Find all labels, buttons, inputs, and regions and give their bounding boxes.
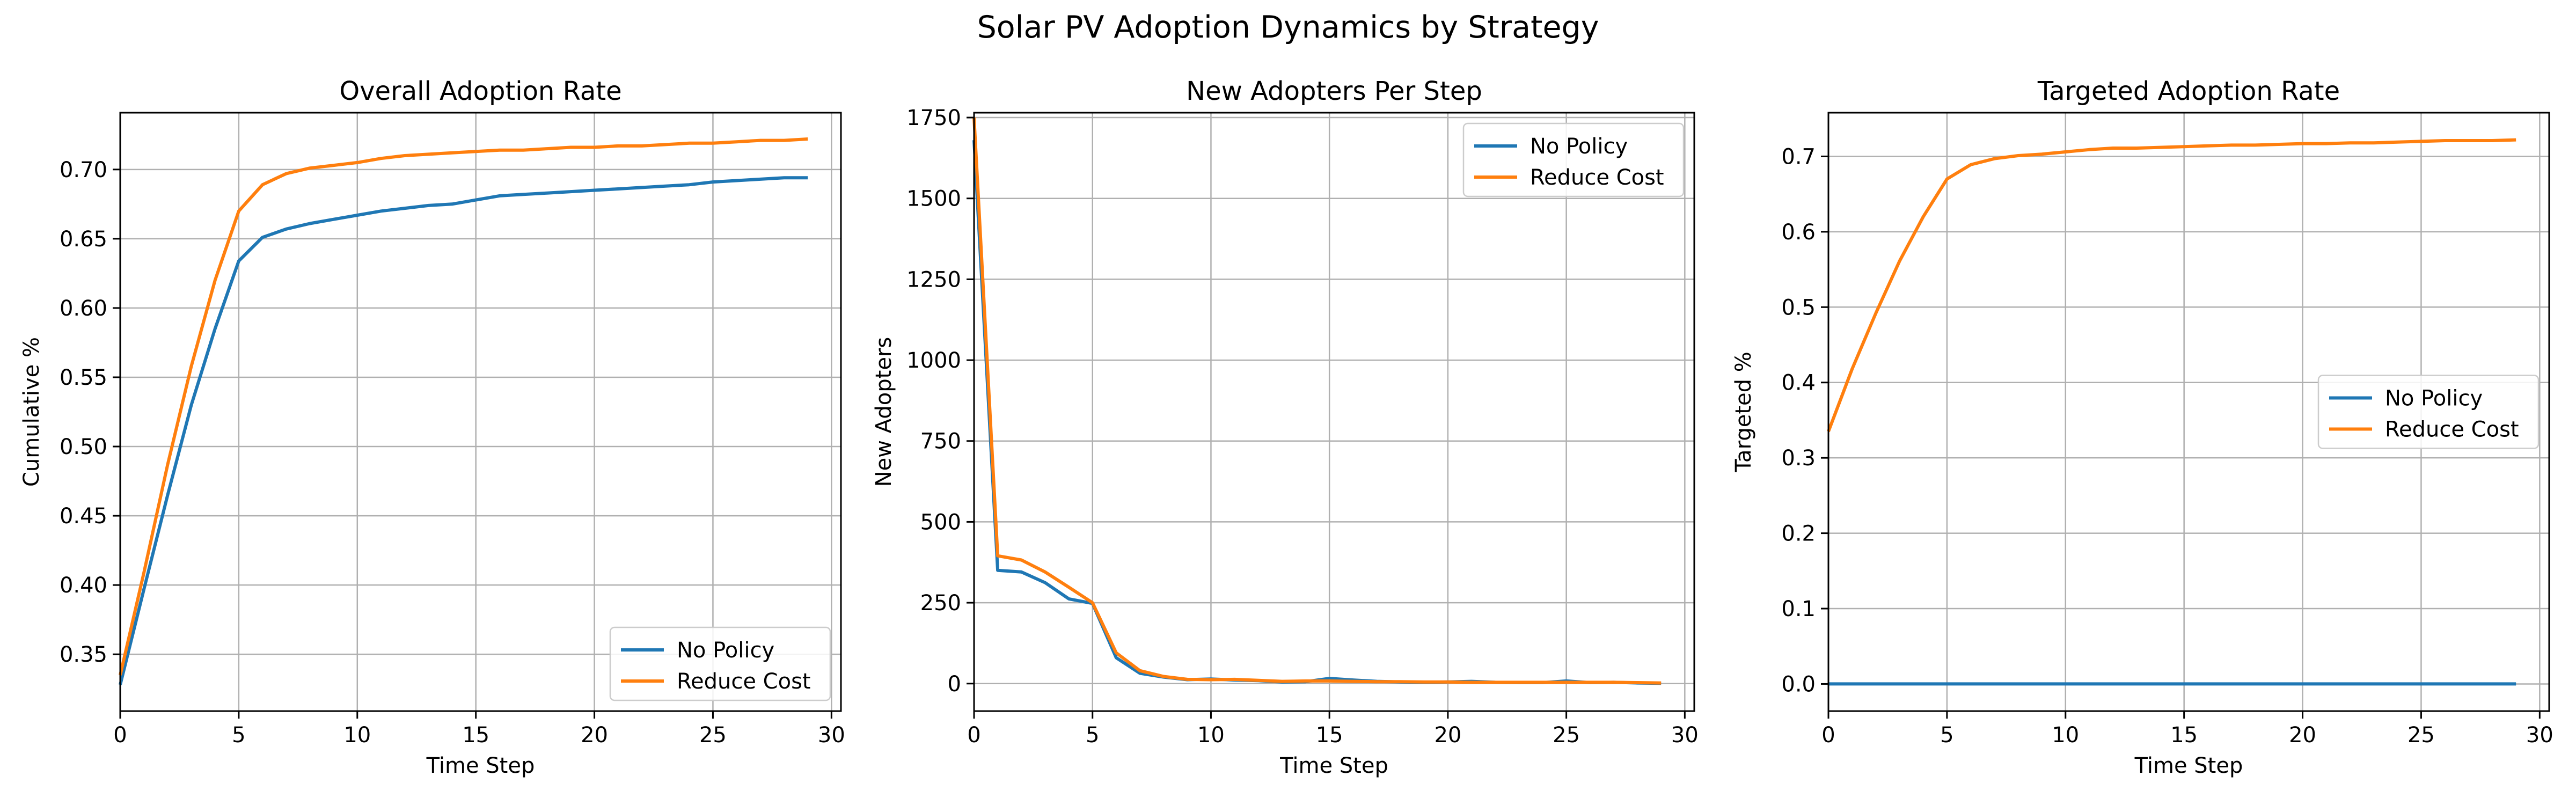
chart-1-xtick-label-2: 10 — [1197, 723, 1225, 748]
chart-2-ytick-label-1: 0.1 — [1781, 597, 1816, 621]
chart-0-ytick-label-7: 0.70 — [60, 158, 107, 182]
chart-2-title: Targeted Adoption Rate — [2037, 76, 2340, 106]
chart-1-legend: No Policy Reduce Cost — [1462, 122, 1685, 197]
panel-new-adopters-per-step: 0 5 10 15 20 25 30 0 250 500 750 1000 1250 1500 1750 Ne… — [872, 76, 1699, 778]
chart-2-legend: No Policy Reduce Cost — [2317, 375, 2540, 449]
chart-1-ytick-label-3: 750 — [920, 429, 961, 454]
chart-2-xtick-label-1: 5 — [1940, 723, 1953, 748]
chart-0-legend-label-1: Reduce Cost — [677, 669, 811, 694]
chart-1-ytick-label-4: 1000 — [906, 348, 961, 373]
chart-2-xtick-label-3: 15 — [2170, 723, 2198, 748]
chart-1-ytick-label-0: 0 — [948, 672, 961, 697]
chart-0-title: Overall Adoption Rate — [339, 76, 621, 106]
chart-2-ytick-label-6: 0.6 — [1781, 220, 1816, 245]
chart-0-legend: No Policy Reduce Cost — [609, 626, 831, 701]
chart-2-xtick-label-5: 25 — [2407, 723, 2435, 748]
chart-2-ytick-label-4: 0.4 — [1781, 371, 1816, 396]
chart-0-ytick-label-0: 0.35 — [60, 642, 107, 667]
chart-1-legend-label-0: No Policy — [1530, 134, 1628, 159]
chart-1-series-1-line — [972, 117, 1662, 685]
chart-1-xtick-label-1: 5 — [1086, 723, 1099, 748]
chart-2-xtick-label-6: 30 — [2526, 723, 2553, 748]
chart-1-axes-frame — [973, 112, 1695, 712]
chart-1-ytick-label-6: 1500 — [906, 187, 961, 211]
chart-2-legend-label-0: No Policy — [2385, 386, 2483, 411]
chart-0-xtick-label-3: 15 — [462, 723, 489, 748]
chart-2-ylabel: Targeted % — [1731, 352, 1756, 472]
chart-0-ytick-label-5: 0.60 — [60, 296, 107, 321]
chart-1-title: New Adopters Per Step — [1186, 76, 1482, 106]
figure-suptitle: Solar PV Adoption Dynamics by Strategy — [977, 10, 1599, 45]
chart-2-ytick-label-2: 0.2 — [1781, 522, 1816, 546]
chart-1-xtick-label-4: 20 — [1434, 723, 1461, 748]
chart-0-xtick-label-5: 25 — [699, 723, 727, 748]
chart-1-xtick-label-5: 25 — [1553, 723, 1580, 748]
chart-2-ytick-label-0: 0.0 — [1781, 672, 1816, 697]
panel-targeted-adoption-rate: 0 5 10 15 20 25 30 0.0 0.1 0.2 0.3 0.4 0.5 0.6 0.7 Targ… — [1731, 76, 2553, 778]
chart-0-ytick-label-1: 0.40 — [60, 573, 107, 598]
chart-1-xtick-label-0: 0 — [967, 723, 980, 748]
chart-2-ytick-label-3: 0.3 — [1781, 446, 1816, 471]
chart-2-legend-label-1: Reduce Cost — [2385, 418, 2519, 442]
chart-1-ytick-label-2: 500 — [920, 510, 961, 535]
chart-1-xtick-label-3: 15 — [1316, 723, 1343, 748]
chart-2-ytick-label-7: 0.7 — [1781, 144, 1816, 169]
chart-2-axes-frame — [1827, 112, 2550, 712]
chart-0-ylabel: Cumulative % — [19, 337, 44, 487]
chart-1-xtick-label-6: 30 — [1671, 723, 1699, 748]
chart-0-xtick-label-6: 30 — [818, 723, 845, 748]
chart-0-ytick-label-6: 0.65 — [60, 227, 107, 252]
chart-1-xlabel: Time Step — [1279, 753, 1388, 778]
panel-overall-adoption-rate: 0 5 10 15 20 25 30 0.35 0.40 0.45 0.50 0.55 0.60 0.65… — [19, 76, 845, 778]
chart-2-xtick-label-0: 0 — [1821, 723, 1835, 748]
chart-0-ytick-label-2: 0.45 — [60, 504, 107, 529]
chart-0-series-1-line — [119, 137, 808, 676]
chart-2-xtick-label-4: 20 — [2289, 723, 2316, 748]
chart-0-series-0-line — [119, 176, 808, 685]
chart-0-xtick-label-4: 20 — [581, 723, 608, 748]
chart-1-ylabel: New Adopters — [872, 337, 896, 487]
chart-0-xtick-label-1: 5 — [232, 723, 245, 748]
chart-0-xlabel: Time Step — [426, 753, 535, 778]
chart-0-ytick-label-3: 0.50 — [60, 435, 107, 459]
chart-2-xtick-label-2: 10 — [2052, 723, 2079, 748]
chart-0-axes-frame — [119, 112, 842, 712]
chart-0-xtick-label-2: 10 — [343, 723, 371, 748]
chart-1-legend-label-1: Reduce Cost — [1530, 165, 1664, 190]
chart-1-ytick-label-7: 1750 — [906, 106, 961, 130]
chart-1-legend-box — [1462, 122, 1685, 197]
chart-0-legend-box — [609, 626, 831, 701]
chart-2-xlabel: Time Step — [2134, 753, 2243, 778]
chart-2-series-1-line — [1827, 138, 2516, 433]
chart-0-ytick-label-4: 0.55 — [60, 365, 107, 390]
chart-0-legend-label-0: No Policy — [677, 638, 774, 663]
chart-0-xtick-label-0: 0 — [113, 723, 127, 748]
chart-1-ytick-label-1: 250 — [920, 591, 961, 616]
chart-2-legend-box — [2317, 375, 2540, 449]
chart-2-ytick-label-5: 0.5 — [1781, 295, 1816, 320]
chart-1-ytick-label-5: 1250 — [906, 267, 961, 292]
